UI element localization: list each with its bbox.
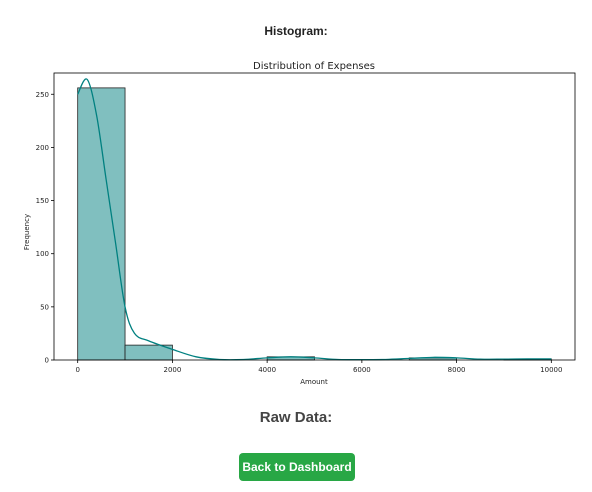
plot-frame [53, 72, 576, 361]
chart-title: Distribution of Expenses [253, 61, 375, 72]
histogram-heading: Histogram: [264, 24, 328, 38]
y-tick-label: 150 [36, 197, 49, 205]
raw-data-heading: Raw Data: [259, 409, 333, 426]
histogram-chart: Distribution of Expenses 0 2000 4000 6000 80… [0, 52, 592, 397]
x-axis-label: Amount [300, 378, 328, 386]
y-tick-label: 250 [36, 91, 49, 99]
y-ticks: 0 50 100 150 200 250 [36, 91, 54, 365]
histogram-bar-0 [77, 87, 126, 361]
x-tick-label: 10000 [540, 366, 562, 374]
x-tick-label: 6000 [353, 366, 371, 374]
x-tick-label: 8000 [448, 366, 466, 374]
y-axis-label: Frequency [23, 214, 31, 250]
x-tick-label: 0 [75, 366, 79, 374]
x-tick-label: 4000 [258, 366, 276, 374]
x-ticks: 0 2000 4000 6000 8000 10000 [75, 360, 562, 374]
y-tick-label: 200 [36, 144, 49, 152]
x-tick-label: 2000 [163, 366, 181, 374]
y-tick-label: 0 [45, 357, 49, 365]
histogram-svg: Distribution of Expenses 0 2000 4000 6000 80… [23, 61, 576, 386]
back-to-dashboard-button[interactable]: Back to Dashboard [239, 453, 355, 481]
kde-curve [77, 78, 552, 361]
y-tick-label: 100 [36, 250, 49, 258]
y-tick-label: 50 [40, 303, 49, 311]
bars-layer [77, 87, 552, 361]
